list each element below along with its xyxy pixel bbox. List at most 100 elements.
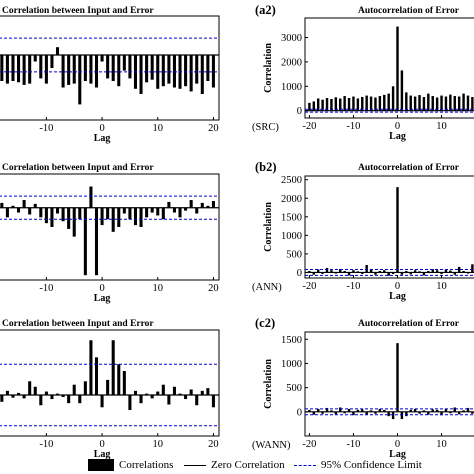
bar-lag-4 <box>413 270 417 273</box>
bar-lag--5 <box>374 272 377 275</box>
x-axis-label: Lag <box>94 133 111 144</box>
bar-lag--8 <box>361 272 364 274</box>
bar-lag--13 <box>28 55 32 84</box>
bar-lag--2 <box>89 55 93 84</box>
bar-lag--9 <box>50 207 54 227</box>
bar-lag-4 <box>122 371 126 395</box>
x-tick-label: -10 <box>39 123 53 134</box>
bar-lag-19 <box>206 55 210 81</box>
bar-lag-16 <box>189 200 193 208</box>
x-tick-label: 10 <box>436 121 447 132</box>
y-axis-label: Correlation <box>263 43 274 93</box>
bar-lag-5 <box>418 411 421 414</box>
bar-lag-12 <box>449 270 452 273</box>
y-tick-label: 2500 <box>281 175 302 186</box>
x-tick-label: 20 <box>208 123 219 134</box>
bar-lag-3 <box>117 364 121 395</box>
bar-lag--11 <box>39 55 43 79</box>
panel-label: (b2) <box>255 160 277 174</box>
bar-lag--14 <box>334 411 338 415</box>
bar-lag-4 <box>413 96 417 111</box>
chart-title: Autocorrelation of Error <box>358 6 460 16</box>
bar-lag--4 <box>378 408 382 412</box>
bar-lag--2 <box>89 340 93 395</box>
plot-frame <box>0 173 220 281</box>
bar-lag--6 <box>67 55 71 85</box>
bar-lag--11 <box>39 394 43 406</box>
x-axis-label: Lag <box>94 293 111 304</box>
bar-lag--15 <box>330 98 333 111</box>
chart-a2: Autocorrelation of Error (a2) -20 -10 0 10 200… <box>252 3 474 142</box>
x-tick-label: -10 <box>346 281 360 292</box>
bar-lag--4 <box>378 96 382 111</box>
x-tick-label: 10 <box>436 439 447 450</box>
bar-lag-17 <box>471 411 474 414</box>
panel-label: (c2) <box>255 316 275 330</box>
bar-lag-11 <box>444 96 448 111</box>
y-tick-label: 1500 <box>281 212 302 223</box>
y-tick-label: 1500 <box>281 335 302 346</box>
legend-zero: Zero Correlation <box>184 456 285 474</box>
bar-lag--20 <box>308 270 311 273</box>
bar-lag--17 <box>321 272 324 274</box>
bar-lag-2 <box>111 55 115 81</box>
bar-lag--4 <box>378 270 382 273</box>
bar-lag--12 <box>343 96 346 111</box>
y-tick-label: 3000 <box>281 33 302 44</box>
x-tick-label: -10 <box>346 121 360 132</box>
bar-lag-3 <box>117 207 121 227</box>
bar-lag-3 <box>409 95 412 111</box>
x-tick-label: 0 <box>99 439 104 450</box>
bar-lag--2 <box>387 411 390 417</box>
y-tick-label: 1000 <box>281 82 302 93</box>
bar-lag-15 <box>184 207 188 211</box>
bar-lag-17 <box>471 97 474 111</box>
bar-lag-9 <box>435 409 439 412</box>
bar-lag-12 <box>167 394 171 405</box>
bar-lag--10 <box>44 391 48 395</box>
chart-c1: Correlation between Input and Error -10 0 1… <box>0 319 220 460</box>
bar-lag-15 <box>462 270 465 273</box>
bar-lag-17 <box>195 55 199 84</box>
x-tick-label: -10 <box>346 439 360 450</box>
bar-lag--12 <box>33 203 37 208</box>
bar-lag-13 <box>453 272 456 275</box>
bar-lag--2 <box>89 186 93 208</box>
legend-confidence: 95% Confidence Limit <box>294 456 422 474</box>
y-tick-label: 1000 <box>281 359 302 370</box>
x-tick-label: 20 <box>208 283 219 294</box>
legend-zero-swatch <box>184 464 206 466</box>
plot-frame <box>304 331 474 437</box>
bar-lag--7 <box>61 394 65 398</box>
bar-lag-14 <box>178 207 182 218</box>
bar-lag--17 <box>5 55 9 84</box>
chart-c2: Autocorrelation of Error(c2)-20-10010200… <box>252 316 474 460</box>
x-tick-label: 0 <box>395 121 400 132</box>
bar-lag--5 <box>72 384 76 395</box>
bar-lag--5 <box>72 55 76 84</box>
bar-lag-0 <box>396 26 399 111</box>
bar-lag-9 <box>435 270 439 273</box>
bar-lag--1 <box>391 86 395 111</box>
bar-lag--19 <box>312 411 316 415</box>
panel-label: (a2) <box>255 3 276 17</box>
bar-lag-13 <box>172 55 176 88</box>
x-tick-label: -20 <box>302 281 316 292</box>
bar-lag-15 <box>184 55 188 87</box>
bar-lag--13 <box>339 269 342 273</box>
bar-lag-11 <box>444 269 448 273</box>
bar-lag--4 <box>78 55 82 105</box>
bar-lag-7 <box>427 270 430 273</box>
bar-lag--3 <box>383 94 386 111</box>
bar-lag-13 <box>453 96 456 111</box>
bar-lag-5 <box>128 55 132 79</box>
bar-lag--17 <box>5 207 9 218</box>
y-tick-label: 2000 <box>281 194 302 205</box>
chart-b2: Autocorrelation of Error (b2) -20 -10 0 10 200… <box>252 160 474 302</box>
bar-lag--2 <box>387 272 390 276</box>
bar-lag--7 <box>365 411 368 415</box>
bar-lag--8 <box>55 393 60 395</box>
bar-lag--18 <box>317 98 320 111</box>
bar-lag-13 <box>172 386 176 395</box>
bar-lag-15 <box>462 410 465 412</box>
